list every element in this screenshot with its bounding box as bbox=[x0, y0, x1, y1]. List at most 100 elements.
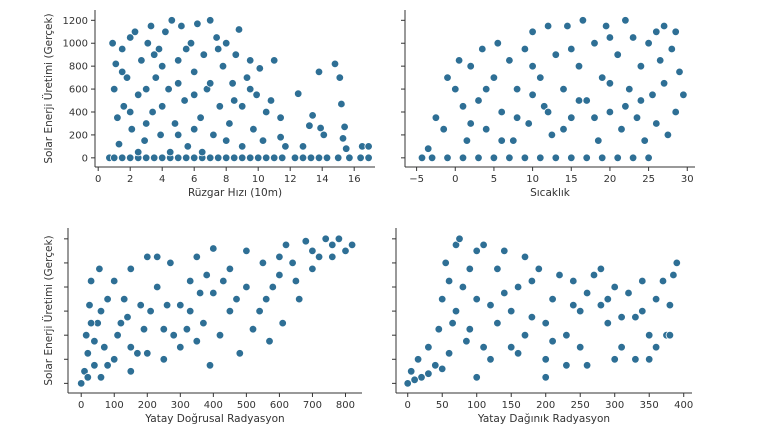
scatter-point bbox=[109, 276, 119, 286]
scatter-point bbox=[656, 56, 665, 65]
scatter-point bbox=[154, 44, 164, 54]
scatter-point bbox=[126, 264, 135, 274]
scatter-point bbox=[347, 240, 357, 250]
scatter-point bbox=[598, 153, 607, 162]
scatter-point bbox=[562, 331, 571, 340]
scatter-point bbox=[567, 153, 576, 162]
scatter-point bbox=[466, 119, 475, 128]
scatter-point bbox=[140, 136, 149, 145]
scatter-point bbox=[100, 343, 109, 352]
scatter-point bbox=[551, 50, 560, 59]
scatter-point bbox=[143, 349, 152, 358]
scatter-point bbox=[474, 96, 483, 105]
scatter-point bbox=[466, 61, 475, 71]
scatter-point bbox=[237, 142, 247, 151]
scatter-point bbox=[262, 107, 271, 117]
scatter-point bbox=[234, 25, 244, 34]
scatter-point bbox=[209, 288, 218, 298]
scatter-point bbox=[197, 147, 207, 157]
scatter-point bbox=[472, 373, 481, 382]
scatter-point bbox=[109, 84, 119, 94]
x-tick-label: 10 bbox=[252, 174, 265, 185]
scatter-point bbox=[76, 379, 86, 388]
scatter-point bbox=[540, 102, 549, 111]
scatter-point bbox=[141, 119, 151, 128]
scatter-point bbox=[528, 61, 537, 71]
scatter-point bbox=[628, 153, 638, 162]
scatter-point bbox=[541, 373, 550, 382]
scatter-point bbox=[182, 325, 192, 334]
scatter-point bbox=[205, 79, 215, 88]
scatter-point bbox=[413, 355, 423, 364]
scatter-point bbox=[617, 343, 626, 352]
scatter-point bbox=[219, 276, 228, 286]
scatter-point bbox=[209, 130, 218, 140]
x-tick-label: 100 bbox=[105, 400, 124, 411]
scatter-point bbox=[221, 153, 231, 162]
scatter-point bbox=[438, 364, 447, 374]
scatter-point bbox=[613, 153, 622, 162]
scatter-point bbox=[441, 258, 450, 268]
scatter-point bbox=[202, 270, 211, 280]
scatter-point bbox=[590, 113, 599, 122]
scatter-point bbox=[109, 355, 119, 364]
scatter-point bbox=[189, 90, 199, 99]
scatter-point bbox=[159, 355, 168, 364]
scatter-point bbox=[119, 294, 129, 304]
scatter-point bbox=[603, 294, 612, 304]
scatter-point bbox=[337, 99, 346, 109]
scatter-point bbox=[667, 44, 676, 54]
scatter-point bbox=[157, 61, 167, 71]
scatter-point bbox=[161, 27, 170, 36]
scatter-point bbox=[146, 21, 156, 31]
scatter-point bbox=[489, 73, 499, 82]
scatter-point bbox=[149, 50, 159, 59]
scatter-point bbox=[199, 50, 208, 59]
scatter-point bbox=[278, 153, 287, 162]
scatter-point bbox=[185, 306, 195, 316]
scatter-point bbox=[209, 244, 218, 253]
scatter-point bbox=[231, 50, 240, 59]
scatter-point bbox=[567, 113, 576, 122]
scatter-point bbox=[610, 355, 619, 364]
scatter-point bbox=[328, 252, 337, 262]
scatter-point bbox=[431, 361, 440, 370]
scatter-point bbox=[665, 331, 675, 340]
scatter-point bbox=[205, 361, 215, 370]
scatter-point bbox=[439, 124, 448, 134]
scatter-point bbox=[221, 136, 231, 145]
scatter-point bbox=[122, 73, 132, 82]
scatter-point bbox=[176, 300, 185, 310]
scatter-point bbox=[130, 27, 140, 36]
scatter-point bbox=[489, 153, 499, 162]
scatter-point bbox=[645, 355, 654, 364]
x-tick-label: 50 bbox=[436, 400, 449, 411]
x-tick-label: 15 bbox=[565, 174, 578, 185]
scatter-point bbox=[458, 153, 468, 162]
x-tick-label: 100 bbox=[467, 400, 486, 411]
x-tick-label: 10 bbox=[526, 174, 539, 185]
scatter-point bbox=[86, 276, 96, 286]
x-tick-label: 5 bbox=[491, 174, 497, 185]
scatter-point bbox=[205, 16, 215, 25]
scatter-point bbox=[221, 39, 231, 48]
x-tick-label: 300 bbox=[605, 400, 624, 411]
scatter-point bbox=[139, 325, 149, 334]
scatter-point bbox=[356, 153, 365, 162]
scatter-point bbox=[95, 264, 104, 274]
scatter-point bbox=[527, 276, 537, 286]
scatter-point bbox=[133, 90, 143, 99]
scatter-point bbox=[173, 79, 183, 88]
scatter-point bbox=[500, 246, 509, 256]
scatter-point bbox=[631, 355, 640, 364]
scatter-point bbox=[314, 153, 324, 162]
scatter-point bbox=[582, 288, 592, 298]
scatter-point bbox=[524, 119, 533, 128]
scatter-point bbox=[173, 130, 183, 140]
scatter-point bbox=[345, 153, 354, 162]
x-axis-label: Sıcaklık bbox=[530, 187, 571, 199]
scatter-point bbox=[644, 153, 653, 162]
scatter-point bbox=[81, 331, 91, 340]
scatter-point bbox=[306, 153, 316, 162]
scatter-point bbox=[536, 153, 545, 162]
